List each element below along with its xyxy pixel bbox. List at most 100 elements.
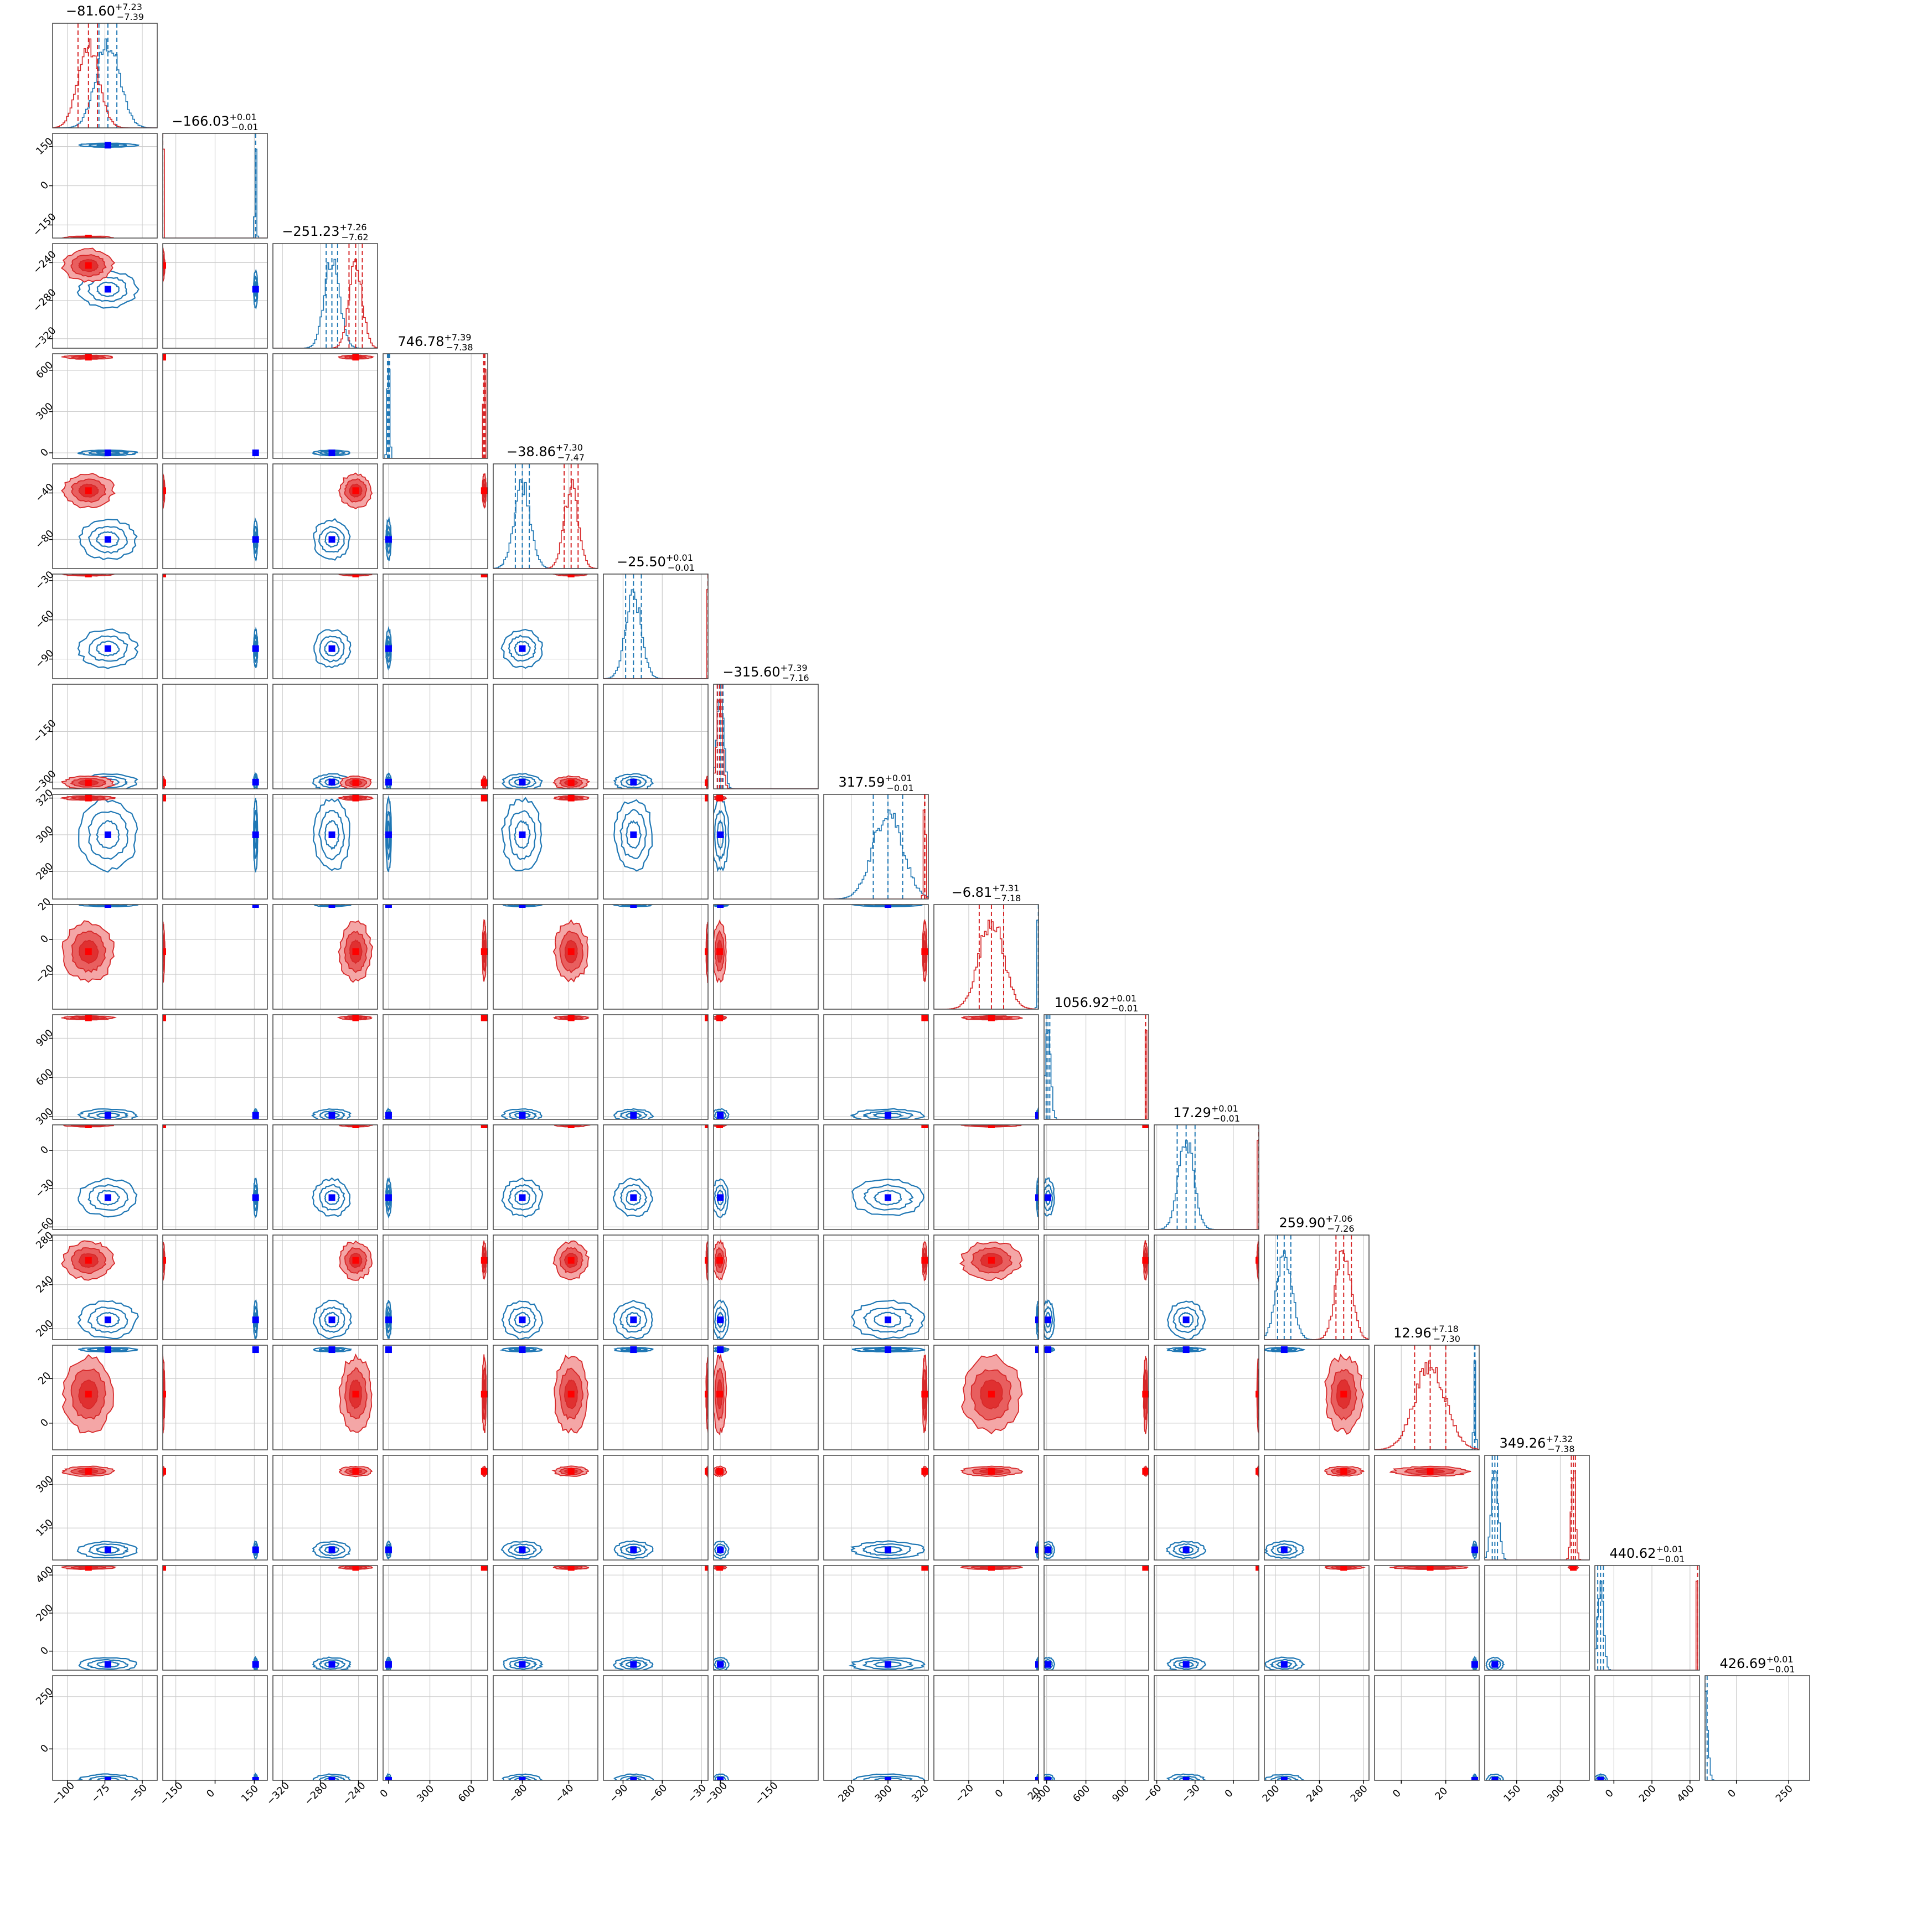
blue-contour bbox=[872, 1112, 905, 1119]
blue-contour bbox=[499, 1346, 543, 1353]
blue-median-marker bbox=[385, 536, 392, 543]
red-median-marker bbox=[1142, 1656, 1149, 1663]
blue-median-marker bbox=[1182, 1777, 1190, 1780]
red-median-marker bbox=[567, 1257, 575, 1264]
y-tick-label: 0 bbox=[38, 1645, 51, 1657]
scatter-panel-5-9 bbox=[603, 1015, 708, 1119]
panel-frame bbox=[52, 1014, 158, 1120]
param-title-1: −166.03+0.01 −0.01 bbox=[172, 112, 258, 132]
panel-frame bbox=[383, 1124, 488, 1230]
scatter-panel-8-10 bbox=[934, 1125, 1039, 1230]
scatter-panel-0-8 bbox=[53, 905, 157, 1009]
red-median-marker bbox=[921, 948, 928, 955]
panel-frame bbox=[933, 1455, 1039, 1561]
panel-frame bbox=[1154, 1124, 1259, 1230]
blue-contour bbox=[1044, 1184, 1053, 1212]
scatter-panel-0-11 bbox=[53, 1235, 157, 1340]
blue-contour bbox=[514, 1190, 530, 1205]
blue-median-marker bbox=[717, 1316, 724, 1324]
blue-contour bbox=[1166, 1346, 1207, 1353]
title-plus: +7.39 bbox=[444, 332, 471, 343]
red-median-marker bbox=[352, 1656, 359, 1663]
blue-contour bbox=[318, 1347, 346, 1352]
blue-contour bbox=[873, 1190, 902, 1206]
blue-contour bbox=[1044, 1774, 1056, 1780]
panel-frame bbox=[272, 574, 378, 679]
scatter-panel-9-14 bbox=[1044, 1566, 1149, 1670]
scatter-panel-2-4 bbox=[273, 464, 378, 569]
red-median-marker bbox=[988, 1391, 995, 1398]
blue-contour bbox=[1166, 1540, 1206, 1559]
panel-frame bbox=[383, 684, 488, 789]
red-median-marker bbox=[567, 574, 575, 577]
scatter-panel-4-11 bbox=[493, 1235, 598, 1340]
scatter-panel-1-5 bbox=[163, 574, 267, 679]
red-median-marker bbox=[567, 794, 575, 802]
red-histogram bbox=[1595, 1580, 1699, 1670]
blue-median-marker bbox=[1491, 1661, 1499, 1668]
blue-median-marker bbox=[104, 831, 111, 838]
scatter-panel-5-10 bbox=[603, 1125, 708, 1230]
x-tick-label: −20 bbox=[953, 1782, 976, 1805]
panel-frame bbox=[493, 904, 598, 1010]
blue-contour bbox=[1044, 1177, 1055, 1217]
blue-contour bbox=[1270, 1775, 1299, 1780]
scatter-panel-0-12 bbox=[53, 1345, 157, 1450]
blue-contour bbox=[1269, 1347, 1298, 1352]
blue-contour bbox=[613, 1108, 654, 1119]
title-minus: −7.39 bbox=[117, 12, 144, 22]
scatter-panel-11-14 bbox=[1264, 1566, 1369, 1670]
blue-contour bbox=[625, 820, 642, 849]
param-title-15: 426.69+0.01 −0.01 bbox=[1719, 1654, 1795, 1675]
blue-median-marker bbox=[1491, 1777, 1499, 1780]
blue-median-marker bbox=[519, 1316, 526, 1324]
blue-median-marker bbox=[104, 142, 111, 149]
panel-frame bbox=[603, 1345, 709, 1450]
blue-median-marker bbox=[252, 831, 259, 838]
blue-contour bbox=[1044, 1306, 1053, 1334]
blue-contour bbox=[853, 1773, 926, 1780]
scatter-panel-5-14 bbox=[603, 1566, 708, 1670]
blue-median-marker bbox=[717, 1777, 724, 1780]
blue-contour bbox=[502, 773, 543, 789]
blue-contour bbox=[1179, 1777, 1195, 1780]
panel-frame bbox=[493, 1014, 598, 1120]
red-median-marker bbox=[716, 1468, 723, 1475]
blue-contour bbox=[618, 1659, 648, 1670]
red-median-marker bbox=[85, 1257, 92, 1264]
blue-contour bbox=[323, 905, 340, 906]
blue-contour bbox=[1044, 1541, 1056, 1559]
blue-contour bbox=[1270, 1543, 1299, 1556]
scatter-panel-7-12 bbox=[824, 1345, 928, 1450]
blue-contour bbox=[851, 905, 923, 907]
blue-median-marker bbox=[717, 1194, 724, 1201]
red-median-marker bbox=[921, 1468, 928, 1475]
blue-median-marker bbox=[630, 778, 637, 786]
scatter-panel-6-9 bbox=[714, 1015, 818, 1119]
scatter-panel-9-12 bbox=[1044, 1345, 1149, 1450]
x-tick-label: 0 bbox=[204, 1788, 217, 1800]
blue-median-marker bbox=[717, 1112, 724, 1119]
hist-panel-1 bbox=[163, 133, 267, 238]
panel-frame bbox=[1594, 1565, 1700, 1671]
scatter-panel-3-7 bbox=[383, 794, 488, 899]
panel-frame bbox=[1704, 1675, 1810, 1781]
red-median-marker bbox=[705, 794, 708, 802]
scatter-panel-4-15 bbox=[493, 1676, 598, 1780]
scatter-panel-2-13 bbox=[273, 1455, 378, 1560]
blue-median-marker bbox=[1035, 1194, 1039, 1201]
red-histogram bbox=[1044, 1030, 1149, 1119]
red-median-marker bbox=[481, 1566, 488, 1571]
scatter-panel-2-15 bbox=[273, 1656, 378, 1780]
param-title-7: 317.59+0.01 −0.01 bbox=[838, 773, 913, 793]
red-median-marker bbox=[352, 1015, 359, 1021]
title-plus: +7.06 bbox=[1325, 1213, 1352, 1224]
blue-contour bbox=[620, 1347, 649, 1352]
blue-contour bbox=[1471, 1773, 1478, 1780]
blue-contour bbox=[613, 1773, 654, 1780]
blue-contour bbox=[873, 1546, 903, 1554]
blue-contour bbox=[312, 449, 351, 457]
scatter-panel-4-5 bbox=[493, 574, 598, 679]
param-title-13: 349.26+7.32 −7.38 bbox=[1499, 1434, 1574, 1454]
blue-contour bbox=[312, 1299, 352, 1340]
